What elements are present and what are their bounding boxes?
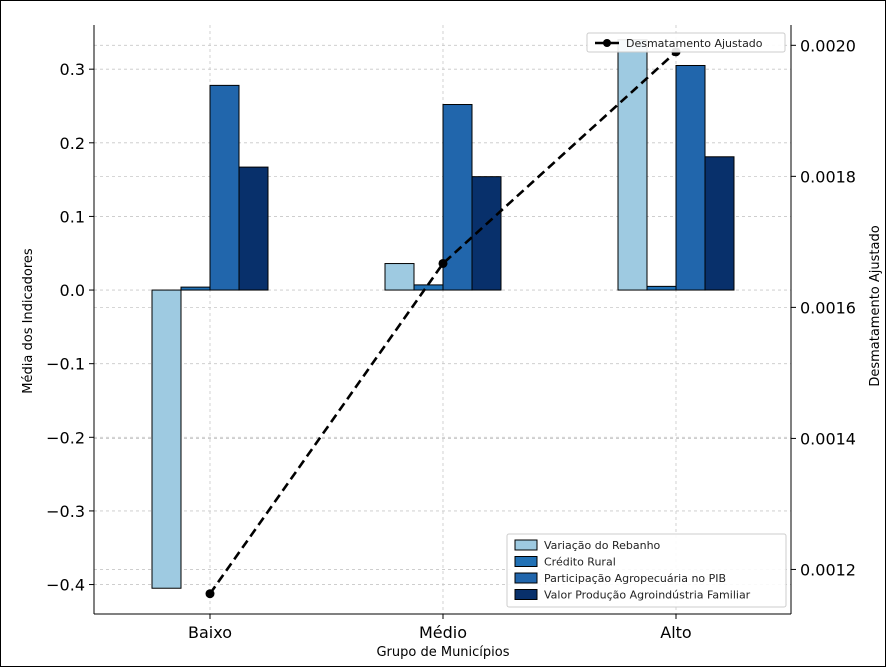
line-path (208, 50, 677, 595)
legend-line-box (586, 32, 786, 53)
y2-tick-label: 0.0018 (800, 167, 856, 186)
bars (151, 39, 735, 589)
bar (151, 289, 182, 589)
y-tick-label: 0.2 (60, 134, 85, 153)
y2-tick-label: 0.0012 (800, 560, 856, 579)
line-point (438, 258, 448, 268)
legend-line: Desmatamento Ajustado (586, 32, 786, 53)
y-tick-label: −0.1 (46, 355, 85, 374)
bar (617, 39, 648, 291)
bar (675, 64, 706, 291)
line-point (205, 589, 215, 599)
legend-label: Participação Agropecuária no PIB (544, 572, 726, 585)
bar (442, 104, 473, 291)
y2-tick-label: 0.0014 (800, 429, 856, 448)
y-tick-label: −0.2 (46, 428, 85, 447)
x-tick-label: Alto (660, 623, 691, 642)
legend-swatch (514, 589, 538, 600)
bar (384, 263, 415, 291)
y-tick-label: 0.3 (60, 60, 85, 79)
legend-swatch (514, 556, 538, 567)
y2-tick-label: 0.0016 (800, 298, 856, 317)
legend-box (506, 533, 787, 608)
y-tick-label: 0.1 (60, 207, 85, 226)
bar (209, 84, 240, 291)
legend-line-label: Desmatamento Ajustado (626, 37, 763, 50)
y2-tick-label: 0.0020 (800, 36, 856, 55)
x-tick-label: Baixo (188, 623, 232, 642)
bar (413, 284, 444, 291)
bar (238, 166, 269, 291)
legend-swatch (514, 539, 538, 551)
y-axis-title: Média dos Indicadores (21, 248, 36, 394)
legend-bars: Variação do Rebanho Crédito Rural Particip… (506, 533, 787, 608)
y-tick-label: 0.0 (60, 281, 85, 300)
y-tick-label: −0.3 (46, 502, 85, 521)
bar (646, 285, 677, 291)
x-tick-label: Médio (419, 623, 467, 642)
legend-line-marker (603, 39, 611, 47)
y2-axis-title: Desmatamento Ajustado (868, 225, 883, 386)
legend-swatch (514, 572, 538, 584)
axes: −0.4 −0.3 −0.2 −0.1 0.0 0.1 0.2 0.3 0.0012 0.0014… (21, 25, 883, 660)
legend-label: Valor Produção Agroindústria Familiar (544, 589, 751, 602)
y-tick-label: −0.4 (46, 576, 85, 595)
x-axis-title: Grupo de Municípios (376, 645, 509, 660)
bar (704, 156, 735, 291)
legend-label: Crédito Rural (544, 556, 616, 569)
legend-label: Variação do Rebanho (544, 539, 661, 552)
bar (180, 286, 211, 291)
